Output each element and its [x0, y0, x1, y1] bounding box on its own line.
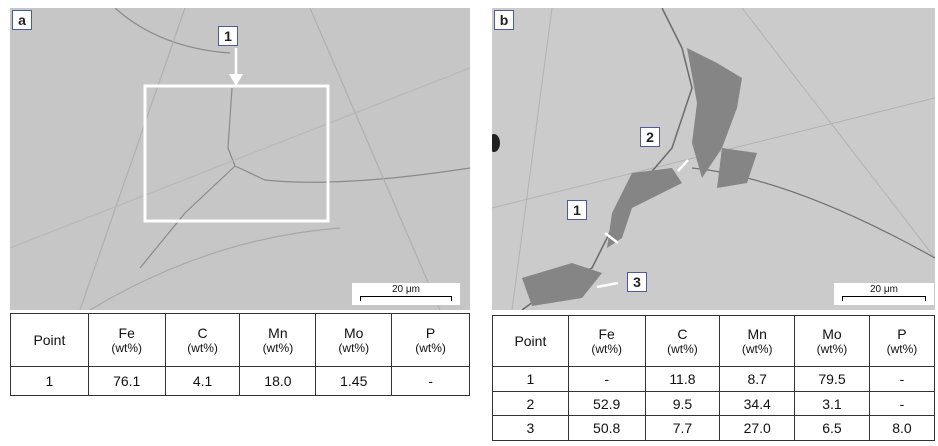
micrograph [10, 8, 470, 310]
header-unit: (wt%) [591, 342, 622, 356]
header-cell: Mo (wt%) [315, 313, 393, 367]
data-cell: 1.45 [315, 366, 393, 396]
header-cell: Mn (wt%) [719, 315, 796, 367]
header-name: C [677, 326, 688, 342]
data-cell: 8.0 [868, 415, 936, 441]
header-name: Mn [747, 326, 767, 342]
scale-line [842, 296, 926, 301]
header-cell: C (wt%) [164, 313, 241, 367]
data-cell: - [567, 366, 646, 392]
data-cell: 1 [492, 366, 569, 392]
point-marker: 1 [567, 200, 587, 220]
data-cell: 3 [492, 415, 569, 441]
header-name: Point [33, 332, 66, 348]
header-cell: Fe (wt%) [87, 313, 166, 367]
scale-text: 20 μm [870, 284, 898, 295]
header-name: Mn [268, 325, 288, 341]
header-cell: P (wt%) [391, 313, 470, 367]
data-cell: 76.1 [87, 366, 166, 396]
data-row: 1-11.8 8.7 79.5- [492, 366, 936, 392]
header-name: Fe [598, 326, 615, 342]
data-cell: 27.0 [719, 415, 796, 441]
header-unit: (wt%) [415, 341, 446, 355]
data-cell: - [868, 391, 936, 416]
header-name: P [425, 325, 436, 341]
scale-bar: 20 μm [352, 283, 460, 305]
panel-label: b [494, 10, 514, 30]
header-name: Mo [344, 325, 364, 341]
header-cell: Point [10, 313, 89, 367]
header-name: Point [514, 333, 547, 349]
data-cell: 9.5 [644, 391, 721, 416]
header-cell: Mo (wt%) [794, 315, 870, 367]
point-marker: 3 [627, 272, 647, 292]
data-cell: 8.7 [719, 366, 796, 392]
data-cell: 4.1 [164, 366, 241, 396]
data-cell: - [391, 366, 470, 396]
data-row: 3 50.8 7.7 27.0 6.5 8.0 [492, 415, 936, 441]
header-cell: Mn (wt%) [239, 313, 317, 367]
data-cell: 18.0 [239, 366, 317, 396]
data-row: 2 52.9 9.5 34.4 3.1- [492, 391, 936, 416]
header-row: Point Fe (wt%) C (wt%) Mn (wt%) Mo (wt%) P (wt%) [492, 315, 936, 367]
header-unit: (wt%) [111, 341, 143, 355]
data-cell: 52.9 [567, 391, 646, 416]
data-cell: 2 [492, 391, 569, 416]
header-unit: (wt%) [667, 342, 698, 356]
data-cell: - [868, 366, 936, 392]
header-unit: (wt%) [741, 342, 773, 356]
header-name: Fe [118, 325, 135, 341]
header-name: P [897, 326, 907, 342]
header-unit: (wt%) [187, 341, 218, 355]
point-marker: 1 [218, 26, 238, 46]
scale-line [360, 296, 452, 301]
data-cell: 11.8 [644, 366, 721, 392]
data-table: Point Fe (wt%) C (wt%) Mn (wt%) Mo (wt%) P (wt%) 1-… [492, 315, 936, 441]
header-name: Mo [822, 326, 842, 342]
point-marker: 2 [640, 127, 660, 147]
scale-text: 20 μm [392, 284, 420, 295]
header-cell: P (wt%) [868, 315, 936, 367]
header-cell: Point [492, 315, 569, 367]
micrograph [492, 8, 935, 310]
panel-label: a [12, 10, 32, 30]
data-cell: 79.5 [794, 366, 870, 392]
data-cell: 3.1 [794, 391, 870, 416]
data-row: 1 76.1 4.1 18.0 1.45- [10, 366, 470, 396]
data-cell: 34.4 [719, 391, 796, 416]
header-unit: (wt%) [262, 341, 294, 355]
scale-bar: 20 μm [834, 283, 934, 305]
header-unit: (wt%) [886, 342, 918, 356]
data-cell: 7.7 [644, 415, 721, 441]
header-row: Point Fe (wt%) C (wt%) Mn (wt%) Mo (wt%) P (wt%) [10, 313, 470, 367]
header-cell: Fe (wt%) [567, 315, 646, 367]
data-cell: 1 [10, 366, 89, 396]
data-cell: 6.5 [794, 415, 870, 441]
data-table: Point Fe (wt%) C (wt%) Mn (wt%) Mo (wt%) P (wt%) 1 7… [10, 313, 470, 396]
data-cell: 50.8 [567, 415, 646, 441]
header-unit: (wt%) [338, 341, 370, 355]
header-unit: (wt%) [816, 342, 848, 356]
header-name: C [197, 325, 208, 341]
header-cell: C (wt%) [644, 315, 721, 367]
